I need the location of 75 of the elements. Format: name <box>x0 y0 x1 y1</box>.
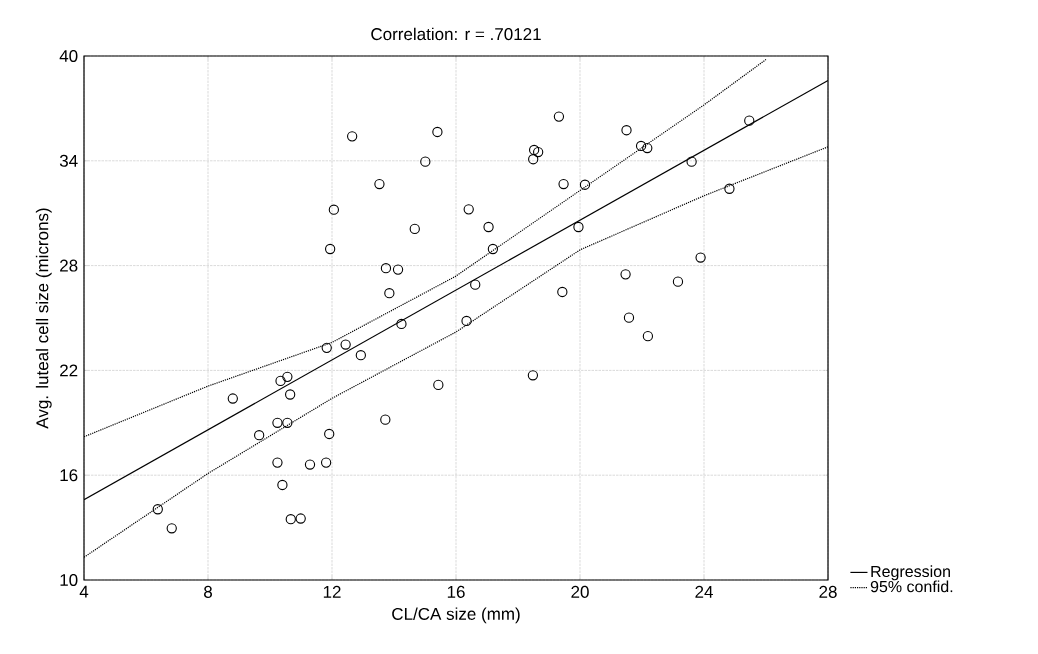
point <box>621 125 632 136</box>
point <box>321 342 332 354</box>
point <box>380 263 392 274</box>
point <box>558 178 569 190</box>
x-tick-label: 28 <box>819 585 837 598</box>
point <box>275 375 286 387</box>
point <box>325 243 336 255</box>
point <box>528 154 539 165</box>
point <box>152 504 163 515</box>
point <box>642 331 654 342</box>
legend-label: Regression <box>871 565 950 581</box>
point <box>272 457 283 468</box>
point <box>380 414 391 425</box>
point <box>432 126 443 138</box>
point <box>340 339 351 350</box>
point <box>304 459 316 470</box>
point <box>384 288 395 299</box>
point <box>347 131 358 142</box>
point <box>355 350 366 361</box>
x-tick-label: 4 <box>79 585 89 598</box>
point <box>528 144 540 156</box>
point <box>724 183 735 194</box>
point <box>533 146 544 158</box>
point <box>672 276 684 287</box>
x-tick-label: 8 <box>204 585 212 598</box>
point <box>227 393 238 404</box>
point <box>282 417 293 428</box>
point <box>527 370 539 381</box>
point <box>573 221 584 233</box>
point <box>635 140 647 152</box>
point <box>461 315 472 327</box>
point <box>463 204 474 215</box>
y-tick-label: 34 <box>59 154 78 167</box>
point <box>487 243 499 255</box>
x-tick-label: 12 <box>323 585 341 598</box>
point <box>272 417 283 428</box>
y-tick-label: 28 <box>60 259 78 272</box>
point <box>483 221 494 233</box>
point <box>557 286 568 298</box>
point <box>324 428 335 440</box>
y-tick-label: 40 <box>59 49 78 63</box>
point <box>744 115 755 126</box>
x-tick-label: 20 <box>571 585 589 598</box>
point <box>285 389 296 400</box>
y-tick-label: 16 <box>60 469 78 482</box>
point <box>579 179 591 190</box>
point <box>282 371 293 383</box>
chart-title: Correlation: r = .70121 <box>371 27 541 41</box>
x-tick-label: 24 <box>695 585 713 598</box>
y-tick-label: 22 <box>60 364 78 377</box>
legend-label: 95% confid. <box>870 580 953 593</box>
point <box>642 142 653 154</box>
x-tick-label: 16 <box>447 585 465 598</box>
point <box>409 223 420 235</box>
point <box>374 178 385 190</box>
point <box>295 513 306 524</box>
point <box>392 264 404 275</box>
point <box>166 523 177 534</box>
point <box>686 156 697 167</box>
y-tick-label: 10 <box>60 573 78 587</box>
point <box>623 312 635 323</box>
point <box>420 156 431 167</box>
point <box>470 279 481 290</box>
x-axis-title: CL/CA size (mm) <box>392 607 520 624</box>
point <box>396 318 407 330</box>
point <box>285 514 296 525</box>
point <box>328 204 340 215</box>
point <box>433 379 444 391</box>
y-axis-title: Avg. luteal cell size (microns) <box>35 208 52 429</box>
point <box>320 457 332 468</box>
point <box>620 269 631 280</box>
point <box>277 479 288 491</box>
point <box>695 252 706 263</box>
point <box>553 111 565 122</box>
point <box>254 430 265 441</box>
